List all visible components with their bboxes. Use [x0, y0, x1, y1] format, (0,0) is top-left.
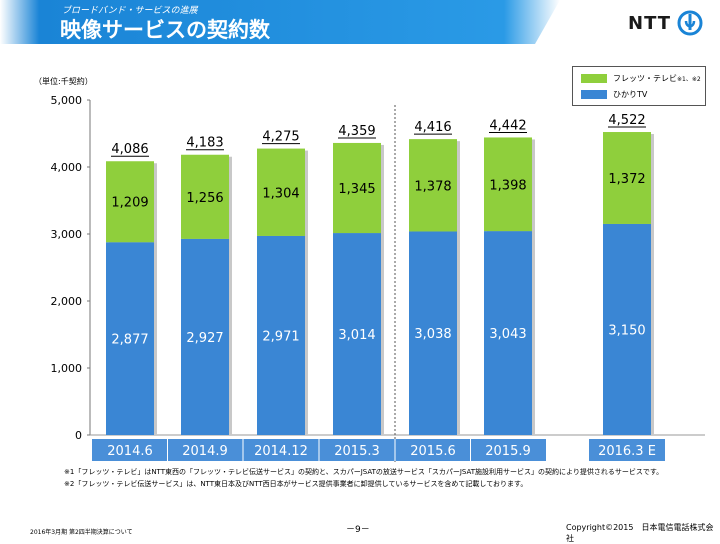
- bar-flets-tv: [257, 148, 305, 236]
- bar-hikari-tv: [603, 223, 651, 435]
- data-label-hikari-tv: 2,877: [111, 333, 148, 348]
- category-label-bar: [589, 439, 665, 461]
- bar-flets-tv: [106, 161, 154, 243]
- y-tick-label: 1,000: [51, 362, 83, 375]
- footnote-1: ※1「フレッツ・テレビ」はNTT東西の「フレッツ・テレビ伝送サービス」の契約と、…: [64, 468, 664, 476]
- data-label-total: 4,183: [186, 136, 223, 151]
- legend-swatch-hikari-tv: [581, 89, 607, 99]
- data-label-flets-tv: 1,372: [608, 172, 645, 187]
- legend-label-hikari-tv: ひかりTV: [613, 89, 648, 99]
- footnote-2: ※2「フレッツ・テレビ伝送サービス」は、NTT東日本及びNTT西日本がサービス提…: [64, 480, 528, 488]
- x-tick-label: 2014.6: [107, 444, 153, 459]
- x-tick-label: 2016.3 E: [598, 444, 656, 459]
- logo-text: NTT: [628, 12, 672, 34]
- bar-flets-tv: [484, 137, 532, 232]
- x-tick-label: 2014.12: [254, 444, 308, 459]
- y-tick-label: 4,000: [51, 161, 83, 174]
- stacked-bar-chart: 0 1,000 2,000 3,000 4,000 5,000 2,877 1,209 4,08…: [51, 94, 705, 462]
- header-subtitle: ブロードバンド・サービスの進展: [62, 6, 198, 16]
- bar-flets-tv: [603, 132, 651, 224]
- y-tick-label: 5,000: [51, 94, 83, 107]
- data-label-flets-tv: 1,378: [414, 179, 451, 194]
- legend-note-flets-tv: ※1、※2: [677, 75, 701, 83]
- data-label-total: 4,416: [414, 120, 451, 135]
- copyright: Copyright©2015 日本電信電話株式会社: [566, 523, 714, 543]
- chart-legend: フレッツ・テレビ ※1、※2 ひかりTV: [572, 66, 706, 106]
- data-label-total: 4,086: [111, 142, 148, 157]
- unit-label: （単位:千契約）: [34, 77, 93, 86]
- y-tick-label: 2,000: [51, 295, 83, 308]
- x-tick-label: 2015.6: [410, 444, 456, 459]
- legend-item-hikari-tv: ひかりTV: [581, 87, 647, 101]
- legend-swatch-flets-tv: [581, 73, 607, 83]
- data-label-hikari-tv: 2,927: [186, 331, 223, 346]
- data-label-flets-tv: 1,209: [111, 196, 148, 211]
- y-tick-label: 0: [75, 429, 82, 442]
- bar-flets-tv: [333, 142, 381, 234]
- ntt-logo: NTT: [628, 8, 703, 38]
- footnotes: ※1「フレッツ・テレビ」はNTT東西の「フレッツ・テレビ伝送サービス」の契約と、…: [64, 466, 663, 490]
- data-label-total: 4,359: [338, 124, 375, 139]
- bar-hikari-tv: [257, 235, 305, 435]
- bar-hikari-tv: [484, 231, 532, 435]
- data-label-hikari-tv: 3,014: [338, 328, 375, 343]
- data-label-hikari-tv: 3,043: [489, 327, 526, 342]
- bar-hikari-tv: [106, 242, 154, 435]
- data-label-hikari-tv: 2,971: [262, 329, 299, 344]
- legend-item-flets-tv: フレッツ・テレビ ※1、※2: [581, 71, 701, 85]
- data-label-hikari-tv: 3,150: [608, 323, 645, 338]
- x-tick-label: 2014.9: [182, 444, 228, 459]
- bar-flets-tv: [409, 139, 457, 232]
- footer-document-title: 2016年3月期 第2四半期決算について: [30, 529, 133, 536]
- x-tick-label: 2015.3: [334, 444, 380, 459]
- bar-hikari-tv: [409, 231, 457, 435]
- data-label-flets-tv: 1,345: [338, 182, 375, 197]
- data-label-total: 4,442: [489, 118, 526, 133]
- bar-hikari-tv: [333, 233, 381, 435]
- header-band: [0, 0, 560, 44]
- data-label-flets-tv: 1,304: [262, 186, 299, 201]
- legend-label-flets-tv: フレッツ・テレビ: [613, 73, 677, 83]
- page-number: －9－: [346, 525, 370, 535]
- y-tick-label: 3,000: [51, 228, 83, 241]
- ntt-logo-icon: [677, 10, 703, 36]
- page-title: 映像サービスの契約数: [60, 18, 270, 42]
- bar-flets-tv: [181, 154, 229, 239]
- data-label-flets-tv: 1,256: [186, 191, 223, 206]
- data-label-flets-tv: 1,398: [489, 178, 526, 193]
- data-label-total: 4,275: [262, 130, 299, 145]
- bar-hikari-tv: [181, 238, 229, 435]
- data-label-total: 4,522: [608, 113, 645, 128]
- data-label-hikari-tv: 3,038: [414, 327, 451, 342]
- x-tick-label: 2015.9: [485, 444, 531, 459]
- header: ブロードバンド・サービスの進展 映像サービスの契約数 NTT: [0, 0, 720, 45]
